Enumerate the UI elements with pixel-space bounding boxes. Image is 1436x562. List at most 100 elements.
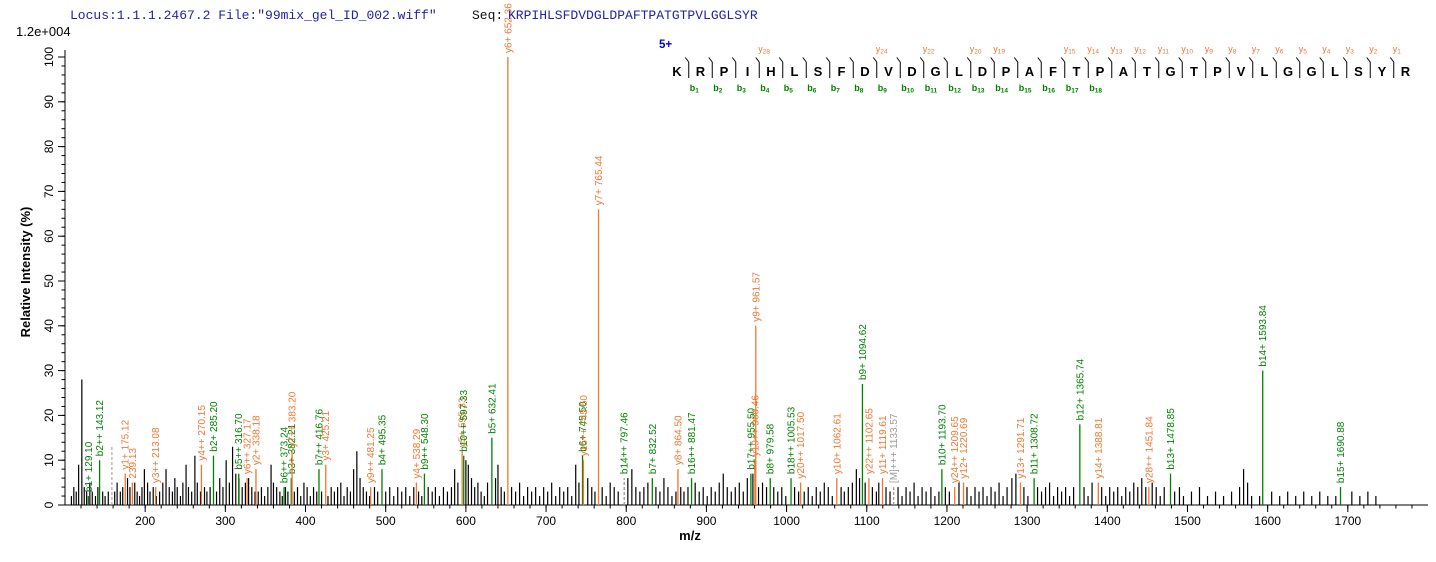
cleavage-divider-top [1225, 57, 1230, 63]
peak-label: b12+ 1365.74 [1075, 358, 1086, 420]
peak-label: y5+ 595.33 [458, 397, 469, 447]
cleavage-divider-top [708, 57, 713, 63]
y-ion-ladder-label: y8 [1228, 44, 1237, 56]
locus-file-text: Locus:1.1.1.2467.2 File:"99mix_gel_ID_00… [70, 8, 437, 23]
y-tick-label: 90 [42, 95, 56, 109]
cleavage-divider-top [1154, 57, 1160, 63]
y-ion-ladder-label: y5 [1299, 44, 1308, 56]
y-tick-label: 60 [42, 229, 56, 243]
seq-value: KRPIHLSFDVDGLDPAFTPATGTPVLGGLSYR [508, 8, 758, 23]
y-tick-label: 50 [42, 274, 56, 288]
residue-letter: T [1143, 64, 1151, 79]
y-ion-ladder-label: y11 [1158, 44, 1170, 56]
peak-label: b1+ 129.10 [84, 441, 95, 492]
x-tick-label: 1100 [854, 514, 880, 528]
peak-label: y7++ 383.20 [288, 391, 299, 447]
x-tick-label: 600 [456, 514, 476, 528]
cleavage-divider-top [943, 57, 948, 63]
x-tick-label: 1300 [1014, 514, 1041, 528]
peak-label: b2+ 285.20 [209, 401, 220, 452]
b-ion-ladder-label: b16 [1042, 83, 1055, 95]
y-ion-ladder-label: y6 [1275, 44, 1284, 56]
peak-label: y1+ 175.12 [121, 419, 132, 469]
peak-label: b4+ 495.35 [377, 414, 388, 465]
cleavage-divider-top [1037, 57, 1042, 63]
peak-label: y3++ 213.08 [151, 427, 162, 483]
y-axis-title: Relative Intensity (%) [18, 207, 33, 338]
residue-letter: Y [1378, 64, 1387, 79]
peak-label: b10+ 1193.70 [937, 404, 948, 465]
axes [58, 50, 1428, 512]
residue-letter: R [1401, 64, 1411, 79]
residue-letter: A [1119, 64, 1129, 79]
residue-letter: D [978, 64, 987, 79]
peak-label: b11+ 1308.72 [1030, 413, 1041, 474]
cleavage-divider-top [778, 57, 784, 63]
y-ion-ladder-label: y22 [923, 44, 935, 56]
b-ion-ladder-label: b8 [854, 83, 864, 95]
residue-letter: K [672, 64, 682, 79]
peak-label: y8+ 864.50 [673, 415, 684, 465]
y-tick-label: 100 [42, 47, 56, 67]
y-ion-ladder-label: y3 [1346, 44, 1355, 56]
cleavage-divider-top [1013, 57, 1019, 63]
residue-letter: T [1073, 64, 1081, 79]
b-ion-ladder-label: b9 [878, 83, 888, 95]
peak-label: b15+ 1690.88 [1336, 421, 1347, 483]
peak-label: b8+ 979.58 [766, 423, 777, 474]
peak-label: b14+ 1593.84 [1258, 305, 1269, 367]
cleavage-divider-top [919, 57, 925, 63]
residue-letter: H [766, 64, 775, 79]
y-ion-ladder-label: y7 [1252, 44, 1261, 56]
b-ion-ladder-label: b13 [972, 83, 985, 95]
x-axis-title: m/z [679, 528, 701, 543]
peak-label: y28++ 1451.84 [1144, 416, 1155, 483]
y-ion-ladder-label: y9 [1205, 44, 1214, 56]
residue-letter: P [1002, 64, 1011, 79]
peak-label: [M]+++ 1133.57 [889, 413, 900, 483]
y-ion-ladder-label: y24 [876, 44, 888, 56]
residue-letter: L [1331, 64, 1339, 79]
peak-label: y20++ 1017.50 [796, 411, 807, 478]
residue-letter: V [1237, 64, 1246, 79]
y-tick-label: 70 [42, 184, 56, 198]
cleavage-divider-top [849, 57, 854, 63]
b-ion-ladder-label: b10 [901, 83, 914, 95]
y-ion-ladder-label: y10 [1181, 44, 1193, 56]
b-ion-ladder-label: b12 [948, 83, 961, 95]
peak-label: b5++ 316.70 [234, 413, 245, 470]
peak-label: y24++ 1209.65 [950, 416, 961, 483]
y-tick-label: 20 [42, 408, 56, 422]
residue-letter: G [1283, 64, 1293, 79]
residue-letter: S [814, 64, 823, 79]
x-tick-label: 800 [616, 514, 636, 528]
peak-label: b6++ 373.24 [280, 426, 291, 483]
residue-letter: G [1306, 64, 1316, 79]
residue-letter: D [907, 64, 916, 79]
peak-label: y6++ 327.17 [243, 418, 254, 474]
y-tick-label: 80 [42, 140, 56, 154]
cleavage-divider-top [990, 57, 995, 63]
cleavage-divider-top [966, 57, 972, 63]
x-tick-label: 1700 [1334, 514, 1361, 528]
x-tick-label: 1600 [1254, 514, 1281, 528]
cleavage-divider-top [1178, 57, 1183, 63]
peak-label: b17++ 955.50 [746, 407, 757, 469]
peak-label: b13+ 1478.85 [1166, 408, 1177, 470]
peak-label: y15++ 745.50 [579, 395, 590, 457]
x-tick-label: 1400 [1094, 514, 1121, 528]
y-tick-label: 0 [42, 501, 56, 508]
intensity-scale-note: 1.2e+004 [16, 24, 71, 39]
peak-label: y11+ 1119.61 [878, 415, 889, 474]
peak-label: b9++ 548.30 [420, 413, 431, 470]
x-tick-label: 500 [376, 514, 396, 528]
residue-letter: P [1096, 64, 1105, 79]
x-tick-label: 900 [696, 514, 716, 528]
cleavage-divider-top [731, 57, 737, 63]
residue-letter: S [1354, 64, 1363, 79]
x-tick-label: 700 [536, 514, 556, 528]
y-ion-ladder-label: y12 [1134, 44, 1146, 56]
